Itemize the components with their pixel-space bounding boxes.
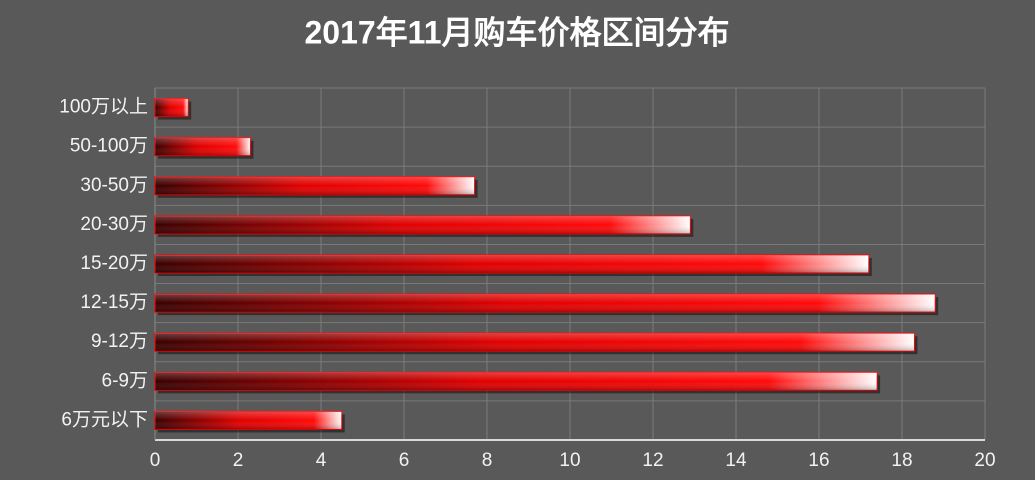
bar-shade: [155, 215, 691, 234]
y-tick-label: 20-30万: [80, 214, 148, 235]
y-tick-label: 30-50万: [80, 175, 148, 196]
bar-shade: [155, 372, 878, 391]
x-tick-label: 4: [316, 450, 327, 471]
x-tick-label: 6: [399, 450, 410, 471]
bar-shade: [155, 333, 915, 352]
y-tick-label: 50-100万: [70, 136, 148, 157]
y-tick-label: 15-20万: [80, 253, 148, 274]
x-tick-label: 18: [891, 450, 912, 471]
bar-shade: [155, 255, 869, 273]
y-tick-label: 100万以上: [59, 96, 148, 118]
y-tick-label: 6万元以下: [61, 409, 148, 430]
bar-shade: [155, 137, 251, 156]
x-tick-label: 2: [233, 450, 244, 471]
x-tick-label: 16: [808, 450, 829, 471]
x-tick-label: 0: [150, 450, 161, 471]
y-tick-label: 9-12万: [91, 331, 148, 352]
bar-shade: [155, 98, 189, 117]
bar-shade: [155, 411, 342, 430]
x-tick-label: 20: [974, 450, 995, 471]
x-tick-label: 14: [725, 450, 747, 471]
x-tick-label: 10: [559, 450, 580, 471]
chart-title: 2017年11月购车价格区间分布: [304, 14, 729, 50]
bar-shade: [155, 294, 936, 313]
x-tick-label: 12: [642, 450, 663, 471]
y-tick-label: 12-15万: [80, 292, 148, 313]
x-tick-label: 8: [482, 450, 493, 471]
y-tick-label: 6-9万: [102, 370, 148, 391]
bar-shade: [155, 176, 475, 195]
